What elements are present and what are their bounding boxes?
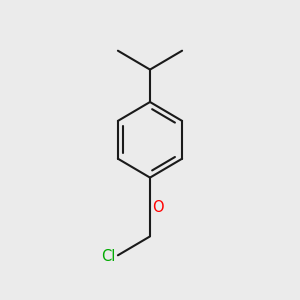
Text: Cl: Cl: [101, 249, 116, 264]
Text: O: O: [153, 200, 164, 214]
